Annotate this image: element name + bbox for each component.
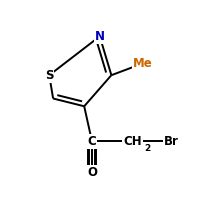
Text: S: S xyxy=(45,69,54,82)
Text: C: C xyxy=(88,135,96,148)
Text: Br: Br xyxy=(164,135,179,148)
Text: N: N xyxy=(95,30,105,43)
Text: CH: CH xyxy=(123,135,142,148)
Text: Me: Me xyxy=(133,57,152,70)
Text: 2: 2 xyxy=(144,144,150,152)
Text: O: O xyxy=(87,166,97,179)
